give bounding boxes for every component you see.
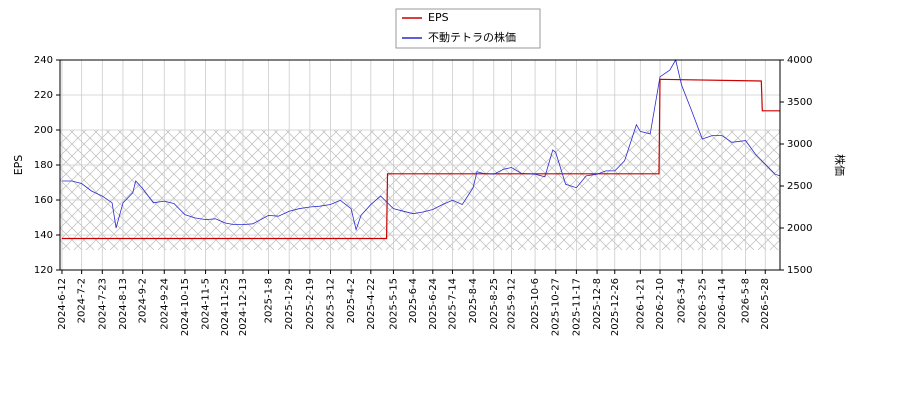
x-tick-label: 2025-8-25 xyxy=(489,278,500,330)
x-tick-label: 2025-6-4 xyxy=(408,278,419,323)
y2-tick-label: 1500 xyxy=(787,265,812,276)
x-tick-label: 2026-2-10 xyxy=(655,278,666,330)
plot-frame xyxy=(59,59,781,271)
legend-label: 不動テトラの株価 xyxy=(428,30,516,44)
legend: EPS 不動テトラの株価 xyxy=(395,8,541,49)
x-tick-label: 2025-2-19 xyxy=(305,278,316,330)
y-tick-label: 180 xyxy=(34,160,53,171)
x-tick-label: 2024-6-12 xyxy=(57,278,68,330)
series-line xyxy=(62,58,781,232)
x-tick-label: 2024-11-5 xyxy=(201,278,212,330)
y-tick-label: 200 xyxy=(34,125,53,136)
x-tick-label: 2026-5-8 xyxy=(741,278,752,323)
hatched-band xyxy=(60,130,780,250)
x-tick-label: 2025-12-8 xyxy=(592,278,603,330)
x-tick-label: 2024-11-25 xyxy=(220,278,231,336)
series-line xyxy=(62,78,780,240)
x-tick-label: 2026-3-4 xyxy=(677,278,688,323)
x-tick-label: 2024-7-23 xyxy=(97,278,108,330)
y2-tick-label: 3000 xyxy=(787,139,812,150)
x-tick-label: 2025-4-22 xyxy=(366,278,377,330)
x-tick-label: 2025-7-14 xyxy=(447,278,458,330)
legend-label: EPS xyxy=(428,11,449,24)
x-tick-label: 2024-10-15 xyxy=(180,278,191,336)
x-tick-label: 2024-8-13 xyxy=(118,278,129,330)
x-tick-label: 2025-1-29 xyxy=(284,278,295,330)
x-tick-label: 2025-4-2 xyxy=(346,278,357,323)
x-tick-label: 2025-6-24 xyxy=(428,278,439,330)
y-tick-label: 220 xyxy=(34,90,53,101)
x-tick-label: 2026-1-21 xyxy=(635,278,646,330)
x-tick-label: 2025-12-26 xyxy=(610,278,621,336)
x-tick-label: 2025-8-4 xyxy=(468,278,479,323)
y-tick-label: 240 xyxy=(34,55,53,66)
x-tick-label: 2025-1-8 xyxy=(264,278,275,323)
y-tick-label: 160 xyxy=(34,195,53,206)
x-tick-label: 2025-9-12 xyxy=(506,278,517,330)
x-tick-label: 2026-5-28 xyxy=(760,278,771,330)
x-tick-label: 2025-3-12 xyxy=(325,278,336,330)
y-tick-label: 140 xyxy=(34,230,53,241)
y2-tick-label: 4000 xyxy=(787,55,812,66)
x-tick-label: 2024-7-2 xyxy=(77,278,88,323)
y2-tick-label: 2000 xyxy=(787,223,812,234)
x-tick-label: 2026-4-14 xyxy=(717,278,728,330)
x-tick-label: 2024-9-24 xyxy=(159,278,170,330)
x-tick-label: 2024-12-13 xyxy=(238,278,249,336)
x-tick-label: 2025-10-27 xyxy=(551,278,562,336)
y2-tick-label: 2500 xyxy=(787,181,812,192)
x-tick-label: 2026-3-25 xyxy=(697,278,708,330)
x-tick-label: 2025-11-17 xyxy=(571,278,582,336)
x-tick-label: 2024-9-2 xyxy=(138,278,149,323)
x-tick-label: 2025-5-15 xyxy=(388,278,399,330)
y-axis-label: EPS xyxy=(12,155,25,176)
y2-axis-label: 株価 xyxy=(833,154,847,176)
x-tick-label: 2025-10-6 xyxy=(530,278,541,330)
y2-tick-label: 3500 xyxy=(787,97,812,108)
y-tick-label: 120 xyxy=(34,265,53,276)
legend-box xyxy=(395,8,541,49)
